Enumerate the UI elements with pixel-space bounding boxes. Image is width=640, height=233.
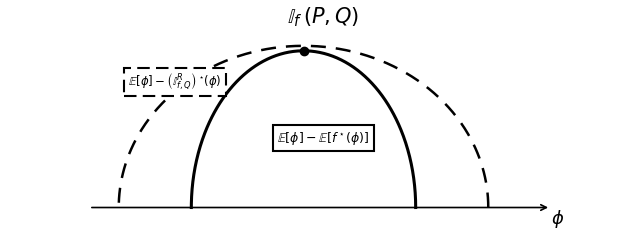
Text: $\mathbb{E}[\phi] - \left(\mathbb{I}_{f,Q}^R\right)^\star\!(\phi)$: $\mathbb{E}[\phi] - \left(\mathbb{I}_{f,… [128,72,221,92]
Text: $\mathbb{I}_f\,(P,Q)$: $\mathbb{I}_f\,(P,Q)$ [287,6,360,29]
Text: $\phi$: $\phi$ [551,208,564,230]
Text: $\mathbb{E}[\phi] - \mathbb{E}[f^\star(\phi)]$: $\mathbb{E}[\phi] - \mathbb{E}[f^\star(\… [277,130,370,147]
